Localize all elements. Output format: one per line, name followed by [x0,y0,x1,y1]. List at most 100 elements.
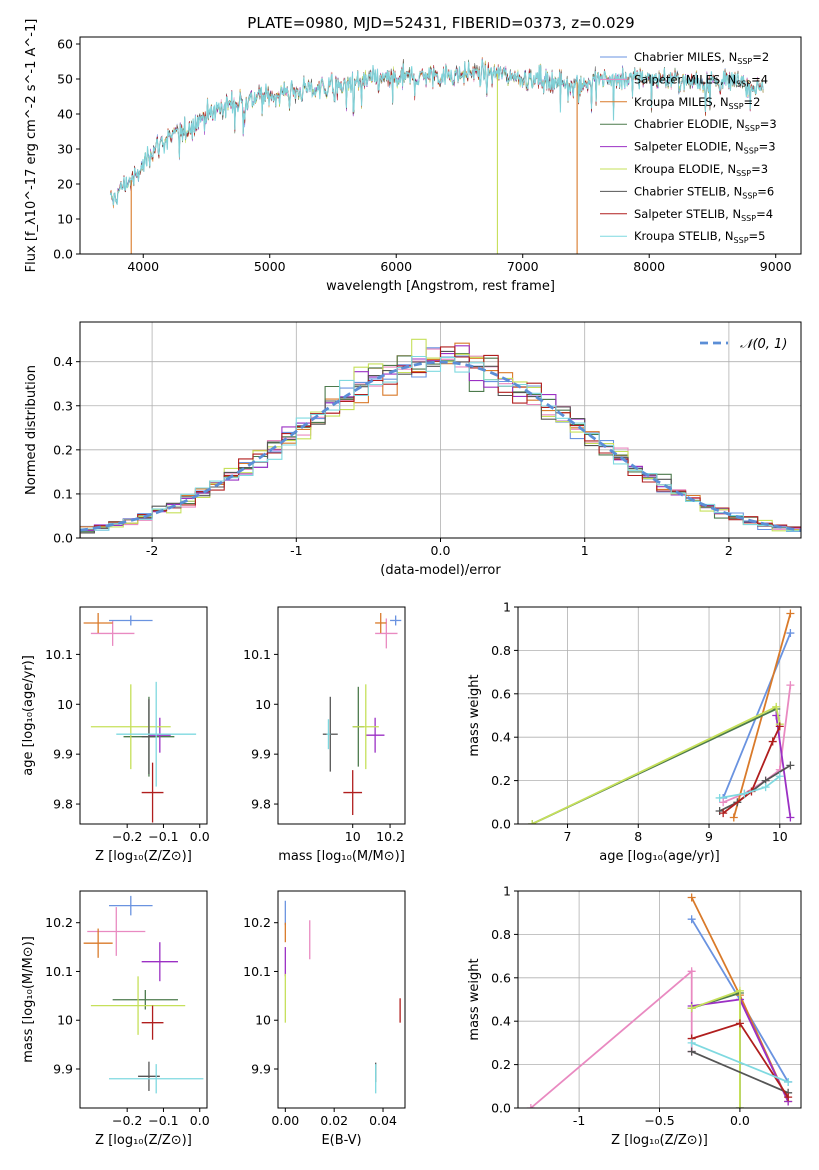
y-axis-label: age [log₁₀(age/yr)] [21,655,36,776]
y-tick-label: 30 [57,142,73,157]
y-tick-label: 50 [57,72,73,87]
legend-label-count: =2 [752,50,769,64]
y-tick-label: 0.4 [491,1014,511,1029]
x-tick-label: 7 [564,829,572,844]
weight-marker [786,609,795,618]
axes-residuals: -2 -1 0.0 1 2 0.0 0.1 0.2 0.3 0.4 (data-model)/err… [24,321,802,578]
x-tick-label: 10 [345,829,361,844]
legend-label-count: =3 [760,117,777,131]
legend-label-base: Chabrier STELIB, N [634,184,742,198]
x-tick-label: −0.1 [148,829,178,844]
x-tick-label: -2 [146,543,158,558]
y-tick-label: 9.9 [53,747,73,762]
x-tick-label: 10.2 [376,829,404,844]
plot-area-weight_vs_Z [526,893,793,1108]
errorbar-point [141,1005,164,1040]
errorbar-point [375,612,387,633]
plot-area-spectrum [109,56,764,254]
weight-marker [784,1077,793,1086]
y-tick-label: 10 [57,212,73,227]
x-tick-label: 5000 [254,259,286,274]
axes-weight_vs_age: 7 8 9 10 0.0 0.2 0.4 0.6 0.8 1 age [log₁₀(age/yr)]… [467,600,802,864]
errorbar-point [365,717,385,753]
y-axis-label: Normed distribution [24,365,39,495]
plot-area-age_vs_Z [83,612,197,823]
x-tick-label: 9000 [760,259,792,274]
weight-marker [735,986,744,995]
weight-marker [687,893,696,902]
errorbar-point [109,1064,204,1094]
x-tick-label: −0.2 [112,829,142,844]
errorbar-point [326,719,331,750]
y-tick-label: 0.4 [491,730,511,745]
x-axis-label: Z [log₁₀(Z/Z⊙)] [611,1133,708,1148]
errorbar-point [109,615,153,626]
legend-label-sub: SSP [737,57,752,66]
y-tick-label: 10 [57,697,73,712]
y-tick-label: 10.2 [243,915,271,930]
x-axis-label: Z [log₁₀(Z/Z⊙)] [95,1133,192,1148]
y-axis-label: mass [log₁₀(M/M⊙)] [21,936,36,1063]
plot-area-age_vs_mass [322,612,402,816]
x-tick-label: 0.0 [730,1113,750,1128]
errorbar-point [83,928,113,958]
legend-label: Chabrier ELODIE, NSSP=3 [634,117,777,133]
legend-label: Salpeter STELIB, NSSP=4 [634,207,773,223]
plot-area-mass_vs_ebv [284,900,401,1094]
x-tick-label: -1 [573,1113,585,1128]
legend-label-base: Chabrier ELODIE, N [634,117,745,131]
y-tick-label: 10 [57,1013,73,1028]
weight-marker [786,813,795,822]
errorbar-point [90,976,186,1035]
spectrum-line [109,59,764,206]
x-tick-label: 0.0 [190,1113,210,1128]
y-tick-label: 0.8 [491,643,511,658]
legend-label: 𝒩(0, 1) [740,337,787,352]
plot-area-weight_vs_age [528,609,795,824]
weight-line [530,969,693,1108]
x-tick-label: 0.02 [320,1113,348,1128]
weight-line [691,989,741,1108]
x-tick-label: 6000 [380,259,412,274]
y-tick-label: 0.0 [53,531,73,546]
weight-marker [687,1038,696,1047]
errorbar-point [116,681,197,787]
x-tick-label: 4000 [127,259,159,274]
axes-frame [79,890,208,1109]
legend-label-base: Chabrier MILES, N [634,50,737,64]
legend-label: Salpeter MILES, NSSP=4 [634,72,768,88]
axes-frame [277,606,406,825]
axes-frame [277,890,406,1109]
y-tick-label: 9.9 [53,1061,73,1076]
x-tick-label: 0.0 [431,543,451,558]
errorbar-point [83,612,113,633]
plot-area-mass_vs_Z [83,895,204,1094]
x-tick-label: 0.0 [190,829,210,844]
axes-spectrum: 4000 5000 6000 7000 8000 9000 0.0 10 20 30 40 50 60 w… [24,19,802,294]
x-axis-label: mass [log₁₀(M/M⊙)] [278,849,405,864]
weight-marker [786,629,795,638]
errorbar-point [109,895,153,916]
y-tick-label: 0.0 [491,817,511,832]
y-tick-label: 0.4 [53,354,73,369]
legend-label-sub: SSP [736,79,751,88]
x-tick-label: 0.04 [369,1113,397,1128]
legend-label-sub: SSP [734,236,749,245]
y-tick-label: 10.1 [45,964,73,979]
x-tick-label: 8000 [633,259,665,274]
weight-line [691,991,741,1108]
weight-marker [687,1004,696,1013]
x-axis-label: E(B-V) [321,1133,361,1148]
legend-label-count: =4 [751,72,768,86]
weight-marker [786,681,795,690]
axes-frame [79,36,802,255]
axes-weight_vs_Z: -1 −0.5 0.0 0.0 0.2 0.4 0.6 0.8 1 Z [log₁₀(Z/Z⊙)]… [467,884,802,1148]
x-axis-label: age [log₁₀(age/yr)] [599,849,720,864]
figure-title: PLATE=0980, MJD=52431, FIBERID=0373, z=0… [247,14,634,32]
normal-curve [80,360,801,532]
legend-label-count: =5 [749,229,766,243]
y-tick-label: 9.9 [251,1061,271,1076]
errorbar-point [390,615,402,626]
axes-age_vs_mass: 10 10.2 9.8 9.9 10 10.1 mass [log₁₀(M/M⊙)] [243,606,406,864]
weight-marker [761,783,770,792]
